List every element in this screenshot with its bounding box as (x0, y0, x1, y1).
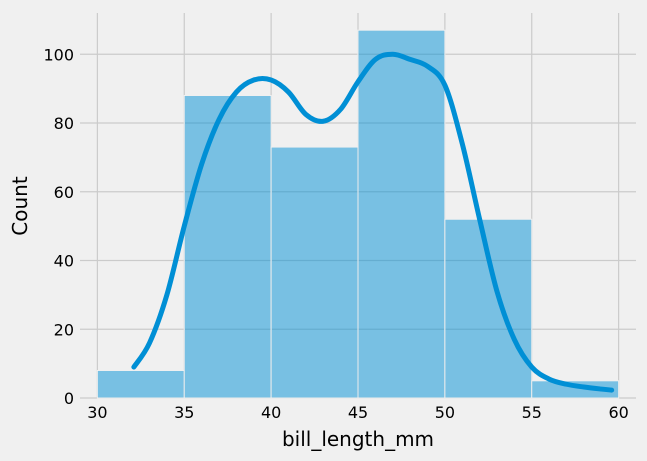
x-tick-label: 50 (435, 403, 455, 422)
histogram-bar (357, 29, 446, 399)
histogram-bar (96, 370, 185, 399)
kde-curve-group (131, 51, 615, 393)
histogram-bar (183, 95, 272, 399)
x-tick-label: 60 (608, 403, 628, 422)
y-tick-label: 60 (54, 183, 74, 202)
x-tick-labels: 30 35 40 45 50 55 60 (87, 403, 629, 422)
x-tick-label: 35 (174, 403, 194, 422)
histogram-bars (96, 29, 620, 399)
y-tick-label: 40 (54, 252, 74, 271)
y-tick-label: 20 (54, 320, 74, 339)
x-axis-label: bill_length_mm (282, 427, 434, 451)
y-tick-label: 100 (43, 45, 74, 64)
x-tick-label: 30 (87, 403, 107, 422)
kde-line (131, 51, 615, 393)
y-tick-label: 80 (54, 114, 74, 133)
x-tick-label: 45 (348, 403, 368, 422)
histogram-bar (270, 146, 359, 399)
y-tick-labels: 0 20 40 60 80 100 (43, 45, 74, 408)
histogram-bar (531, 380, 620, 399)
x-tick-label: 55 (522, 403, 542, 422)
y-axis-label: Count (8, 176, 32, 236)
x-tick-label: 40 (261, 403, 281, 422)
y-tick-label: 0 (64, 389, 74, 408)
